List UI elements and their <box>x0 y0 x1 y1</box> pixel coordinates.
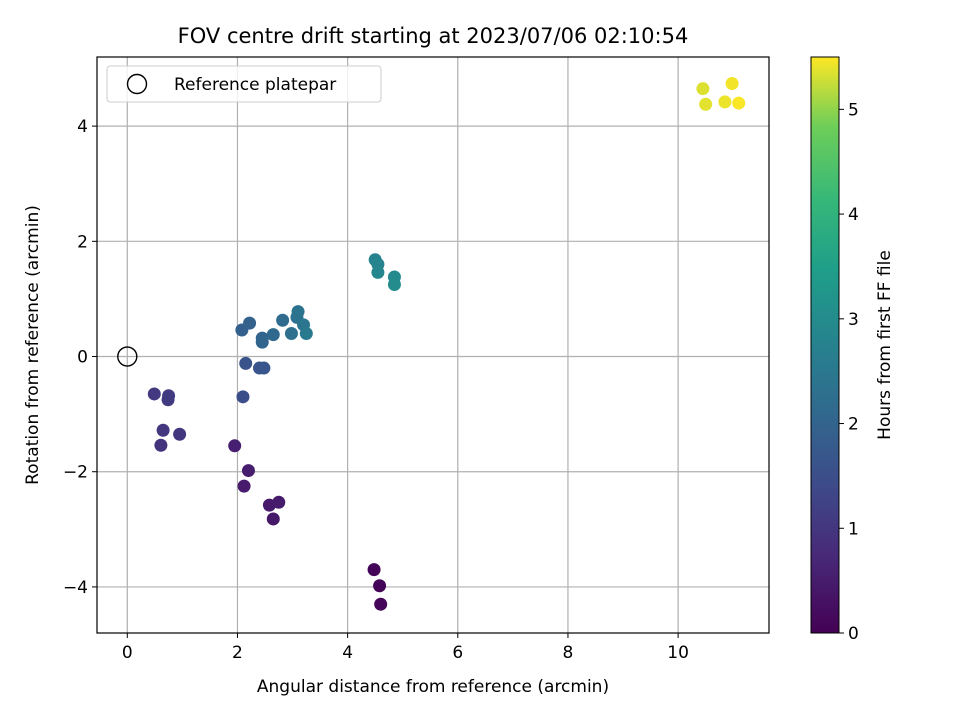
data-point <box>156 423 170 437</box>
y-tick-label: 2 <box>77 232 88 252</box>
legend-box <box>106 65 382 103</box>
grid <box>97 57 769 633</box>
x-tick-label: 8 <box>563 643 574 663</box>
reference-layer <box>117 346 138 367</box>
data-point <box>241 464 255 478</box>
colorbar: 0 1 2 3 4 5 Hours from first FF file <box>810 56 895 644</box>
x-tick-label: 10 <box>667 643 689 663</box>
y-axis-ticks: −4 −2 0 2 4 <box>63 117 97 598</box>
data-point <box>725 76 739 90</box>
data-point <box>284 326 298 340</box>
chart-title: FOV centre drift starting at 2023/07/06 … <box>178 24 689 48</box>
colorbar-tick-label: 2 <box>848 415 859 435</box>
data-point <box>374 597 388 611</box>
data-point <box>255 335 269 349</box>
data-point <box>291 305 305 319</box>
colorbar-gradient <box>810 56 840 634</box>
x-axis-ticks: 0 2 4 6 8 10 <box>122 633 689 663</box>
data-point <box>266 328 280 342</box>
y-tick-label: 4 <box>77 117 88 137</box>
data-point <box>173 427 187 441</box>
data-point <box>237 479 251 493</box>
data-point <box>718 95 732 109</box>
data-point <box>272 495 286 509</box>
y-tick-label: −2 <box>63 463 88 483</box>
data-point <box>387 278 401 292</box>
data-point <box>299 326 313 340</box>
colorbar-tick-label: 5 <box>848 100 859 120</box>
colorbar-label: Hours from first FF file <box>875 250 895 440</box>
colorbar-tick-label: 1 <box>848 519 859 539</box>
colorbar-tick-label: 4 <box>848 205 859 225</box>
data-point <box>266 512 280 526</box>
data-point <box>243 316 257 330</box>
data-point <box>696 82 710 96</box>
data-point <box>228 439 242 453</box>
x-tick-label: 6 <box>452 643 463 663</box>
data-point <box>147 387 161 401</box>
data-point <box>373 579 387 593</box>
data-point <box>154 438 168 452</box>
y-tick-label: −4 <box>63 578 88 598</box>
data-point <box>161 393 175 407</box>
x-tick-label: 4 <box>342 643 353 663</box>
data-point <box>276 313 290 327</box>
y-axis-label: Rotation from reference (arcmin) <box>23 205 43 485</box>
reference-platepar-marker <box>117 346 138 367</box>
data-point <box>257 361 271 375</box>
legend-marker <box>126 73 148 95</box>
x-tick-label: 2 <box>232 643 243 663</box>
colorbar-tick-label: 3 <box>848 310 859 330</box>
data-points <box>147 76 746 611</box>
legend: Reference platepar <box>106 65 382 103</box>
colorbar-ticks: 0 1 2 3 4 5 <box>839 100 859 644</box>
y-tick-label: 0 <box>77 348 88 368</box>
x-axis-label: Angular distance from reference (arcmin) <box>257 677 609 697</box>
data-point <box>367 563 381 577</box>
x-tick-label: 0 <box>122 643 133 663</box>
data-point <box>699 97 713 111</box>
data-point <box>371 265 385 279</box>
plot-frame <box>96 56 770 634</box>
data-point <box>239 356 253 370</box>
legend-entry: Reference platepar <box>174 75 336 95</box>
data-point <box>732 96 746 110</box>
colorbar-tick-label: 0 <box>848 624 859 644</box>
data-point <box>236 390 250 404</box>
